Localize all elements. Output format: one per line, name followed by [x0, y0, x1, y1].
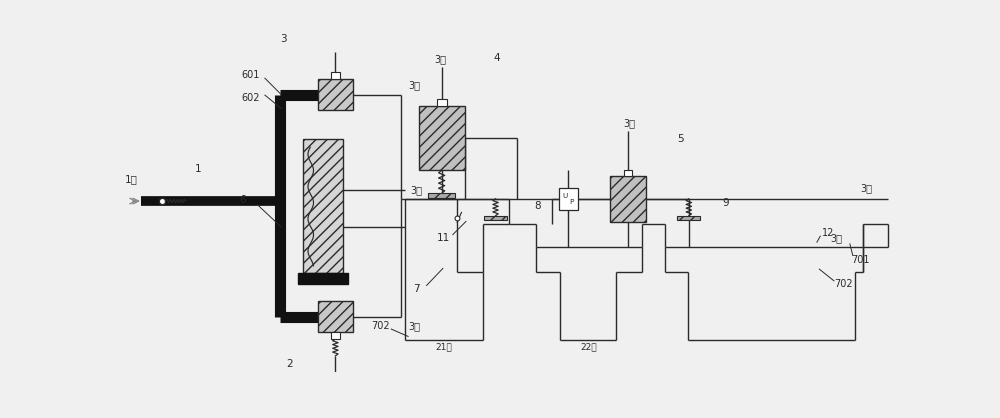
Text: 4: 4	[494, 53, 500, 63]
Bar	[677, 216, 700, 220]
Bar	[624, 170, 632, 176]
Text: 6: 6	[240, 194, 246, 204]
Text: 2: 2	[286, 359, 293, 370]
Text: 701: 701	[851, 255, 870, 265]
Text: U: U	[562, 193, 567, 199]
Bar	[484, 216, 507, 220]
Bar	[331, 72, 340, 79]
Text: 3口: 3口	[861, 183, 873, 193]
Text: 601: 601	[242, 70, 260, 80]
Text: 21口: 21口	[436, 342, 452, 351]
Text: 3口: 3口	[434, 54, 446, 64]
Text: 22口: 22口	[580, 342, 597, 351]
Bar	[559, 188, 578, 209]
Text: P: P	[569, 199, 573, 205]
Bar	[331, 332, 340, 339]
Text: 12: 12	[822, 228, 834, 238]
Text: 5: 5	[677, 134, 684, 144]
Text: 3口: 3口	[830, 233, 842, 243]
Text: 3口: 3口	[409, 321, 421, 331]
Text: 602: 602	[241, 93, 260, 103]
Bar	[437, 99, 447, 106]
Bar	[428, 194, 455, 198]
Bar	[298, 273, 348, 284]
Text: 9: 9	[722, 198, 729, 208]
Text: 1口: 1口	[125, 175, 138, 184]
Bar	[318, 301, 353, 332]
Text: 1: 1	[195, 164, 202, 174]
Text: 3口: 3口	[409, 81, 421, 91]
Text: 11: 11	[437, 233, 450, 243]
Text: 7: 7	[413, 284, 420, 294]
Text: 3口: 3口	[624, 118, 636, 128]
Text: 702: 702	[371, 321, 389, 331]
Text: 8: 8	[535, 201, 541, 212]
Bar	[318, 79, 353, 110]
Bar	[419, 106, 465, 170]
Text: 702: 702	[834, 279, 853, 289]
Bar	[303, 140, 343, 273]
Text: 3: 3	[280, 34, 286, 44]
Bar	[610, 176, 646, 222]
Text: 3口: 3口	[410, 186, 422, 195]
